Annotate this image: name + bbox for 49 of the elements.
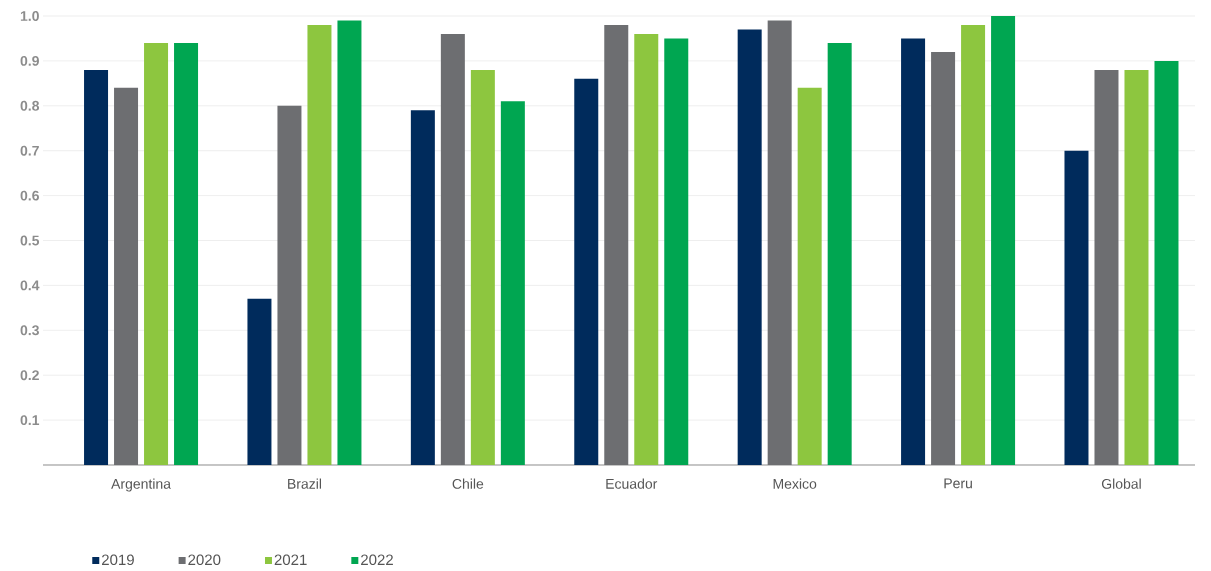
bar — [410, 110, 435, 465]
bar — [737, 29, 762, 465]
bar — [247, 298, 272, 465]
legend-label: 2020 — [188, 554, 221, 566]
y-tick-label: 0.5 — [20, 235, 40, 246]
x-tick-label: Brazil — [288, 478, 322, 489]
x-tick-label: Chile — [452, 478, 484, 489]
bar — [797, 87, 822, 465]
bar — [961, 24, 986, 465]
x-tick-label: Global — [1101, 478, 1141, 489]
bar — [827, 42, 852, 465]
x-tick-label: Ecuador — [606, 478, 658, 489]
bar — [500, 101, 525, 465]
bar — [634, 33, 659, 465]
y-tick-label: 1.0 — [20, 11, 39, 21]
legend-label: 2019 — [102, 554, 134, 566]
bar — [84, 69, 109, 465]
x-tick-label: Argentina — [111, 478, 171, 492]
y-tick-label: 0.7 — [20, 145, 39, 156]
y-tick-label: 0.9 — [20, 55, 39, 66]
bar — [114, 87, 139, 465]
bar — [307, 24, 332, 465]
legend-label: 2021 — [274, 554, 307, 566]
y-tick-label: 0.3 — [20, 325, 39, 336]
bar — [1154, 60, 1179, 465]
bar — [1094, 69, 1119, 465]
y-tick-label: 0.6 — [20, 190, 39, 201]
y-tick-label: 0.4 — [20, 280, 40, 291]
bar — [277, 105, 302, 465]
bar — [604, 24, 629, 465]
bar — [901, 38, 926, 465]
x-tick-label: Mexico — [773, 478, 817, 489]
bar — [470, 69, 495, 465]
bar — [144, 42, 169, 465]
y-tick-label: 0.2 — [20, 370, 39, 381]
x-tick-label: Peru — [944, 478, 972, 489]
bar — [1064, 150, 1089, 465]
bar — [440, 33, 465, 465]
y-tick-label: 0.1 — [20, 415, 40, 426]
bar — [574, 78, 599, 465]
y-tick-label: 0.8 — [20, 100, 40, 111]
bar — [1124, 69, 1149, 465]
bar — [767, 20, 792, 465]
bar — [174, 42, 199, 465]
legend-label: 2022 — [361, 554, 393, 566]
bar — [991, 16, 1016, 465]
bar — [664, 38, 689, 465]
bar — [337, 20, 362, 465]
bar — [931, 51, 956, 465]
